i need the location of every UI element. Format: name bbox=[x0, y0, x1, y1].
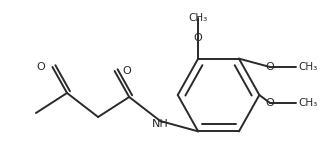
Text: O: O bbox=[36, 62, 45, 72]
Text: O: O bbox=[266, 98, 275, 108]
Text: O: O bbox=[122, 66, 131, 76]
Text: O: O bbox=[266, 62, 275, 72]
Text: CH₃: CH₃ bbox=[298, 62, 317, 72]
Text: NH: NH bbox=[152, 119, 169, 129]
Text: CH₃: CH₃ bbox=[298, 98, 317, 108]
Text: O: O bbox=[194, 33, 203, 43]
Text: CH₃: CH₃ bbox=[188, 13, 208, 23]
